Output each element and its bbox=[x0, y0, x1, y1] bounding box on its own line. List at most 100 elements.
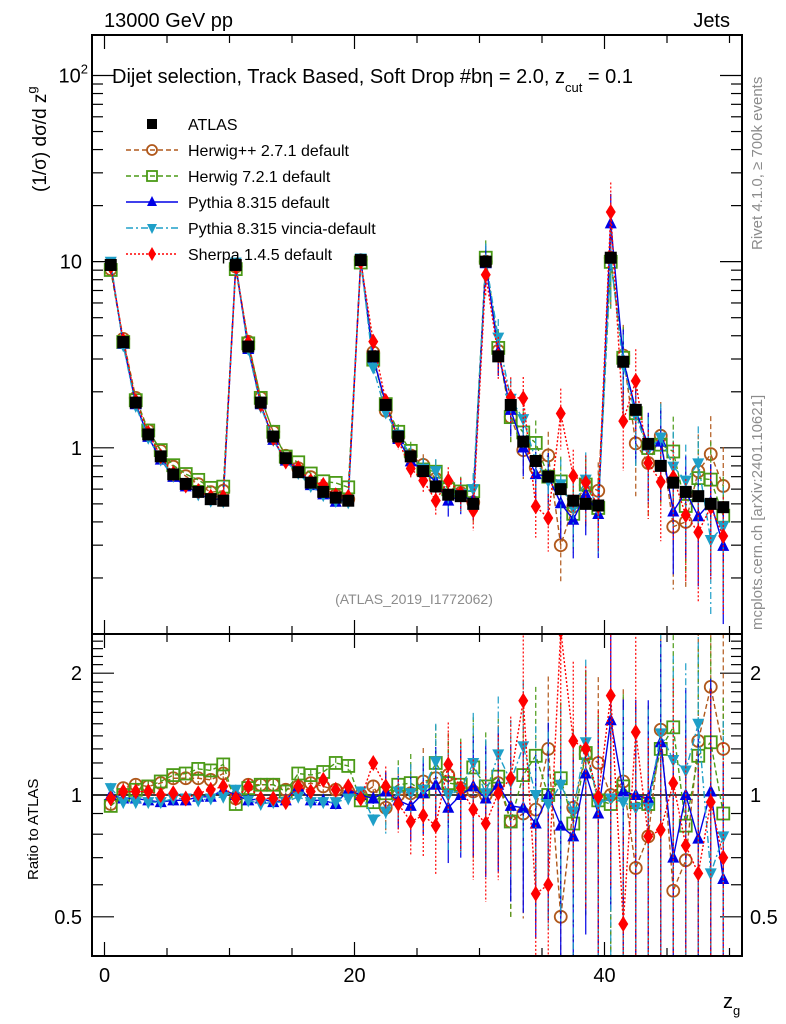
marker-square bbox=[379, 398, 392, 411]
ratio-line bbox=[110, 686, 724, 917]
marker-diamond bbox=[568, 467, 579, 484]
marker-triangle-down bbox=[367, 362, 380, 375]
marker-diamond bbox=[505, 770, 516, 787]
marker-triangle-down bbox=[192, 795, 205, 808]
marker-diamond bbox=[668, 775, 679, 792]
marker-diamond bbox=[618, 915, 629, 932]
marker-square bbox=[667, 476, 680, 489]
marker-triangle-down bbox=[154, 797, 167, 810]
marker-diamond bbox=[105, 790, 116, 807]
main-y-axis-label: (1/σ) dσ/d zg bbox=[24, 86, 51, 192]
marker-square bbox=[217, 494, 230, 507]
y-tick-label: 1 bbox=[71, 438, 82, 460]
marker-diamond bbox=[705, 794, 716, 811]
ratio-line bbox=[110, 635, 724, 925]
marker-square bbox=[417, 465, 430, 478]
marker-diamond bbox=[118, 783, 129, 800]
x-axis-label: zg bbox=[723, 991, 740, 1018]
marker-diamond bbox=[280, 794, 291, 811]
marker-diamond bbox=[558, 635, 563, 639]
marker-diamond bbox=[493, 785, 504, 802]
marker-diamond bbox=[655, 821, 666, 838]
marker-square bbox=[329, 491, 342, 504]
ratio-series-sherpa-1-4-5-default bbox=[105, 635, 729, 956]
marker-square bbox=[504, 398, 517, 411]
marker-square bbox=[617, 355, 630, 368]
marker-diamond bbox=[430, 492, 441, 509]
marker-diamond bbox=[518, 390, 529, 407]
marker-triangle-down bbox=[692, 458, 705, 471]
marker-triangle-down bbox=[592, 799, 605, 812]
marker-diamond bbox=[580, 740, 591, 757]
marker-triangle-down bbox=[292, 791, 305, 804]
marker-square bbox=[517, 435, 530, 448]
marker-triangle-up bbox=[717, 538, 730, 551]
marker-diamond bbox=[148, 247, 156, 261]
marker-square-open bbox=[341, 759, 356, 773]
marker-square-open bbox=[146, 170, 158, 182]
ratio-y-tick-label: 2 bbox=[71, 663, 82, 685]
marker-triangle-down bbox=[204, 793, 217, 806]
marker-triangle-up bbox=[367, 791, 380, 804]
marker-square bbox=[242, 340, 255, 353]
marker-diamond bbox=[480, 266, 491, 283]
x-tick-label: 40 bbox=[593, 965, 615, 987]
marker-diamond bbox=[680, 507, 691, 524]
marker-diamond bbox=[718, 849, 729, 866]
marker-diamond bbox=[368, 754, 379, 771]
ratio-axes: 0 20 40 0.5 0.5 1 1 2 2 bbox=[54, 634, 778, 987]
marker-square bbox=[267, 430, 280, 443]
marker-square bbox=[342, 494, 355, 507]
ratio-y-tick-label-right: 1 bbox=[750, 785, 761, 807]
marker-square bbox=[442, 488, 455, 501]
marker-triangle-up bbox=[642, 791, 655, 804]
ratio-y-tick-label-right: 0.5 bbox=[750, 907, 778, 929]
marker-diamond bbox=[468, 801, 479, 818]
marker-triangle-down bbox=[679, 475, 692, 488]
marker-triangle-down bbox=[129, 797, 142, 810]
marker-diamond bbox=[568, 732, 579, 749]
marker-triangle-down bbox=[467, 484, 480, 497]
marker-diamond bbox=[630, 372, 641, 389]
rivet-label: Rivet 4.1.0, ≥ 700k events bbox=[749, 77, 766, 250]
legend-item: Pythia 8.315 vincia-default bbox=[126, 221, 376, 238]
series-line bbox=[110, 257, 724, 516]
marker-diamond bbox=[268, 790, 279, 807]
marker-diamond bbox=[530, 885, 541, 902]
marker-square bbox=[292, 466, 305, 479]
marker-triangle-down bbox=[517, 741, 530, 754]
marker-diamond bbox=[330, 781, 341, 798]
marker-triangle-down bbox=[317, 797, 330, 810]
x-tick-label: 20 bbox=[343, 965, 365, 987]
marker-diamond bbox=[605, 204, 616, 221]
marker-square bbox=[154, 450, 167, 463]
marker-triangle-down bbox=[429, 756, 442, 769]
marker-square-open bbox=[216, 757, 231, 772]
marker-triangle-down bbox=[717, 521, 730, 534]
marker-triangle-down bbox=[717, 831, 730, 844]
marker-diamond bbox=[480, 815, 491, 832]
marker-square bbox=[129, 396, 142, 409]
legend-label: Sherpa 1.4.5 default bbox=[188, 247, 333, 264]
marker-triangle-down bbox=[117, 797, 130, 810]
marker-diamond bbox=[355, 790, 366, 807]
marker-diamond bbox=[405, 460, 416, 477]
process-label: Jets bbox=[693, 10, 730, 32]
marker-square bbox=[554, 483, 567, 496]
y-tick-label: 10 bbox=[60, 252, 82, 274]
marker-diamond bbox=[693, 524, 704, 541]
marker-square bbox=[717, 501, 730, 514]
marker-triangle-down bbox=[517, 414, 530, 427]
marker-diamond bbox=[443, 756, 454, 773]
marker-triangle-down bbox=[104, 783, 117, 796]
ratio-y-tick-label-right: 2 bbox=[750, 663, 761, 685]
legend-label: Herwig 7.2.1 default bbox=[188, 169, 331, 186]
energy-label: 13000 GeV pp bbox=[104, 10, 233, 32]
marker-square bbox=[404, 450, 417, 463]
marker-diamond bbox=[655, 473, 666, 490]
marker-diamond bbox=[593, 788, 604, 805]
marker-diamond bbox=[343, 778, 354, 795]
marker-square bbox=[147, 119, 157, 129]
ratio-y-tick-label: 1 bbox=[71, 785, 82, 807]
